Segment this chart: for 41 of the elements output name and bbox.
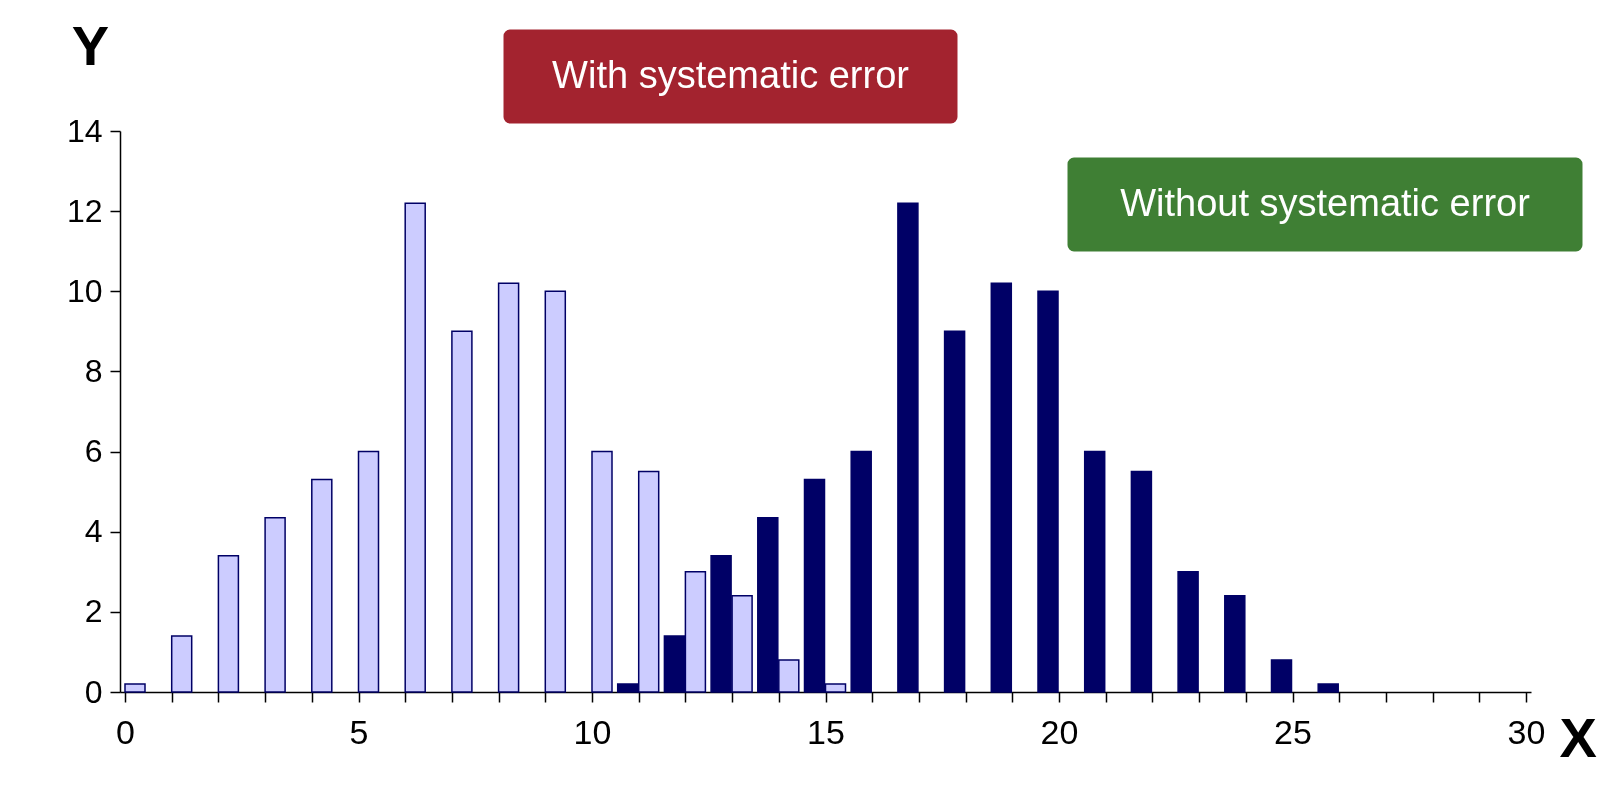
x-tick-label: 10	[573, 712, 612, 751]
bar	[217, 555, 240, 693]
y-tick-label: 2	[84, 593, 103, 630]
bar	[897, 202, 919, 693]
x-tick-label: 25	[1274, 712, 1312, 751]
text: With systematic error	[552, 53, 910, 96]
x-tick-label: 0	[116, 712, 135, 751]
bar	[357, 450, 380, 693]
y-tick-label: 10	[66, 272, 103, 309]
x-tick-label: 20	[1040, 712, 1079, 751]
y-tick-label: 0	[84, 673, 103, 710]
bar	[1317, 683, 1339, 693]
bar	[497, 282, 520, 693]
bar	[1130, 470, 1153, 693]
bar	[943, 330, 966, 693]
bar	[1037, 290, 1059, 693]
bar	[264, 516, 286, 693]
y-axis-title: Y	[71, 13, 110, 77]
y-tick-label: 4	[84, 513, 103, 550]
x-axis-title: X	[1559, 705, 1597, 769]
y-tick-label: 14	[66, 112, 103, 149]
bar	[404, 202, 426, 693]
x-tick-label: 30	[1507, 712, 1546, 751]
bar	[451, 330, 473, 693]
annotation: Without systematic error	[1120, 181, 1531, 224]
y-tick-label: 6	[84, 433, 103, 470]
bar	[591, 450, 613, 693]
bar	[1270, 659, 1293, 693]
bar	[850, 450, 872, 693]
bar	[1177, 571, 1199, 693]
bar	[544, 290, 567, 693]
bar	[170, 635, 193, 693]
y-tick-label: 12	[66, 192, 103, 229]
bar	[124, 683, 146, 693]
bar	[990, 282, 1013, 693]
x-tick-label: 5	[349, 712, 369, 751]
bar	[1224, 595, 1246, 693]
bar	[311, 478, 333, 693]
x-tick-label: 15	[807, 712, 845, 751]
bar	[1083, 450, 1106, 693]
y-tick-label: 8	[84, 352, 103, 389]
